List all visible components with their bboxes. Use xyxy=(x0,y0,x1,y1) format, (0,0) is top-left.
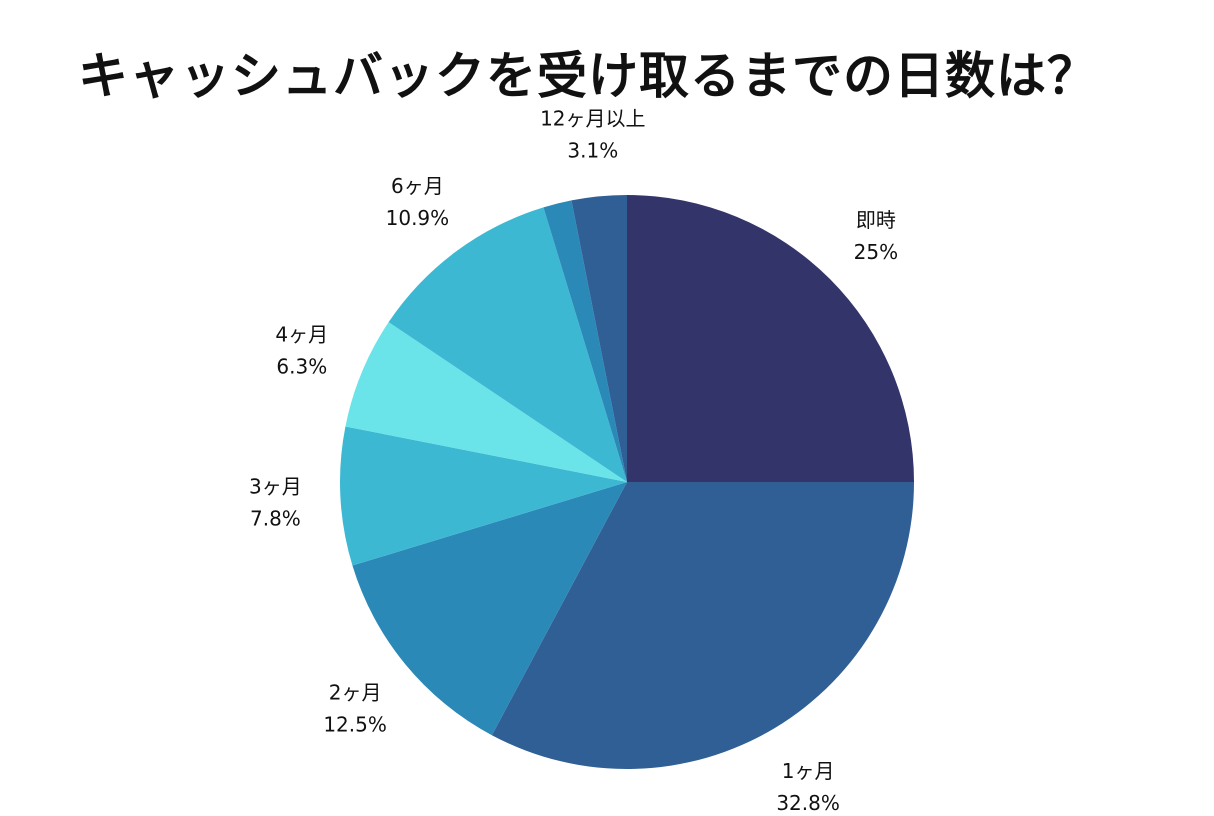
pie-labels: 即時 25% 1ヶ月 32.8% 2ヶ月 12.5% 3ヶ月 7.8% 4ヶ月 6.3% 6ヶ月 10… xyxy=(249,107,898,815)
slice-label-4: 4ヶ月 6.3% xyxy=(275,322,328,378)
slice-value-3: 7.8% xyxy=(250,507,301,531)
pie-slice-4 xyxy=(345,322,627,482)
slice-category-5: 6ヶ月 xyxy=(391,174,444,198)
slice-value-4: 6.3% xyxy=(276,354,327,378)
slice-category-1: 1ヶ月 xyxy=(782,759,835,783)
slice-label-2: 2ヶ月 12.5% xyxy=(323,681,387,737)
chart-title: キャッシュバックを受け取るまでの日数は？ xyxy=(78,47,1098,105)
slice-value-7: 3.1% xyxy=(567,139,618,163)
slice-category-3: 3ヶ月 xyxy=(249,475,302,499)
pie-slice-5 xyxy=(388,207,627,483)
pie-slice-1 xyxy=(491,482,914,770)
slice-category-7: 12ヶ月以上 xyxy=(540,107,645,131)
slice-category-0: 即時 xyxy=(856,208,896,232)
slice-value-2: 12.5% xyxy=(323,713,387,737)
slice-value-5: 10.9% xyxy=(386,206,450,230)
slice-label-7: 12ヶ月以上 3.1% xyxy=(540,107,645,163)
slice-category-2: 2ヶ月 xyxy=(329,681,382,705)
slice-label-3: 3ヶ月 7.8% xyxy=(249,475,302,531)
slice-value-1: 32.8% xyxy=(776,791,840,815)
pie-slices xyxy=(339,195,914,770)
slice-value-0: 25% xyxy=(854,240,898,264)
slice-label-1: 1ヶ月 32.8% xyxy=(776,759,840,815)
pie-slice-6 xyxy=(543,200,627,482)
pie-slice-2 xyxy=(352,482,627,736)
slice-label-5: 6ヶ月 10.9% xyxy=(386,174,450,230)
slice-label-0: 即時 25% xyxy=(854,208,898,264)
pie-slice-0 xyxy=(627,195,914,482)
pie-slice-3 xyxy=(339,426,627,566)
slice-category-4: 4ヶ月 xyxy=(275,322,328,346)
pie-slice-7 xyxy=(571,195,627,482)
